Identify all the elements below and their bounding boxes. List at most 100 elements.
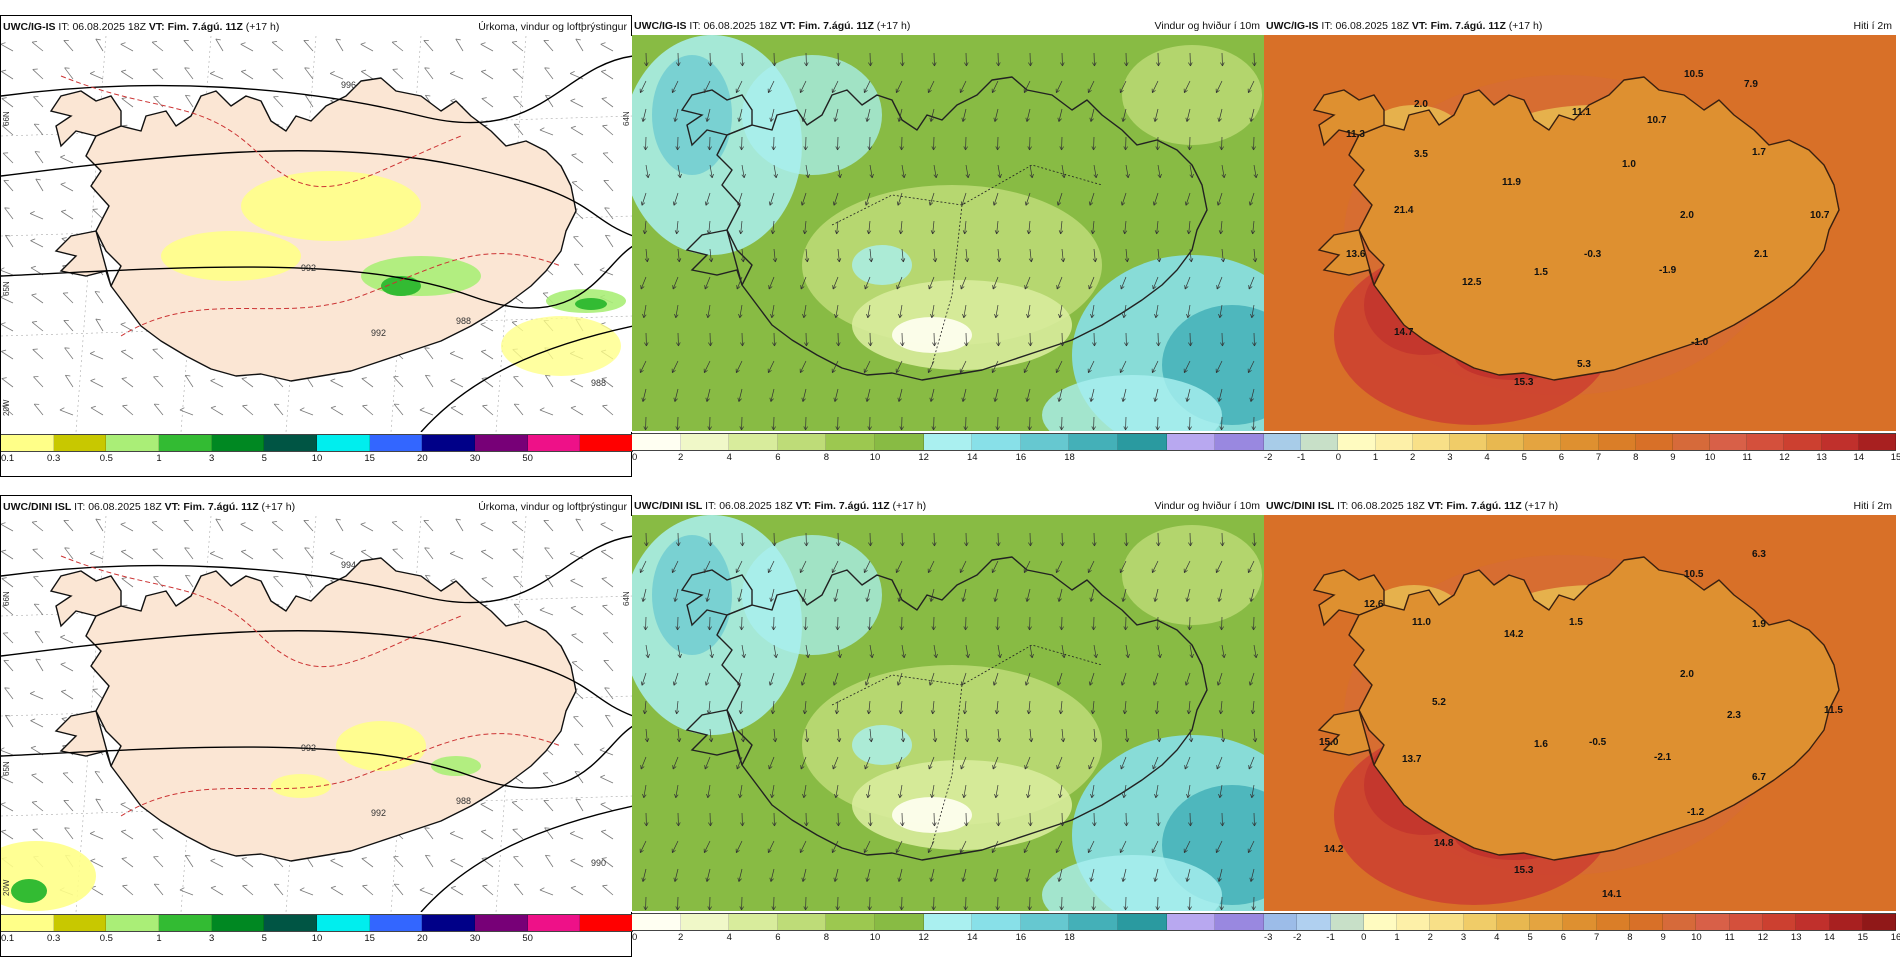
colorbar-swatch [1599, 434, 1636, 450]
colorbar-tick-label: 2 [678, 932, 683, 943]
colorbar-swatch [729, 434, 778, 450]
vt-label: VT: [165, 501, 181, 513]
panel-header: UWC/DINI ISL IT: 06.08.2025 18Z VT: Fim.… [3, 500, 627, 514]
colorbar-tick-label: 12 [1779, 452, 1790, 463]
colorbar-swatch [475, 435, 528, 451]
colorbar-swatch [1710, 434, 1747, 450]
row-dini-isl: UWC/DINI ISL IT: 06.08.2025 18Z VT: Fim.… [0, 495, 1900, 965]
colorbar-tick-label: 0 [1336, 452, 1341, 463]
lat-label: 66N [2, 591, 11, 606]
colorbar-tick-label: 15 [364, 933, 375, 944]
precip-area [575, 298, 607, 310]
colorbar-swatch [1859, 434, 1896, 450]
temp-label: 13.6 [1346, 249, 1366, 260]
colorbar-swatch [1167, 434, 1216, 450]
colorbar-tick-label: 15 [1857, 932, 1868, 943]
colorbar-tick-label: 20 [417, 933, 428, 944]
temp-label: 11.9 [1502, 177, 1521, 188]
temp-panel-top: UWC/IG-IS IT: 06.08.2025 18Z VT: Fim. 7.… [1264, 15, 1896, 477]
colorbar-swatch [1397, 914, 1430, 930]
lead-time: (+17 h) [1525, 500, 1559, 512]
wind-zone [852, 725, 912, 765]
vt-value: Fim. 7.ágú. 11Z [168, 21, 243, 33]
colorbar-tick-label: 2 [678, 452, 683, 463]
colorbar-swatch [972, 914, 1021, 930]
temp-label: 10.5 [1684, 569, 1704, 580]
colorbar-swatch [1264, 434, 1301, 450]
colorbar-tick-label: 1 [156, 453, 161, 464]
it-value: 06.08.2025 18Z [88, 501, 162, 513]
colorbar-swatch [1301, 434, 1338, 450]
it-label: IT: [58, 21, 69, 33]
temp-label: 6.3 [1752, 549, 1766, 560]
colorbar-tick-label: 50 [522, 933, 533, 944]
colorbar-tick-label: 0.5 [100, 453, 113, 464]
colorbar-tick-label: 5 [262, 933, 267, 944]
colorbar-swatch [528, 915, 581, 931]
temp-label: -1.9 [1659, 265, 1677, 276]
colorbar-tick-label: 3 [209, 933, 214, 944]
wind-panel-bottom: UWC/DINI ISL IT: 06.08.2025 18Z VT: Fim.… [632, 495, 1264, 957]
colorbar-swatch [1796, 914, 1829, 930]
colorbar-tick-label: 1 [1394, 932, 1399, 943]
vt-label: VT: [149, 21, 165, 33]
temp-label: -2.1 [1654, 752, 1672, 763]
colorbar-swatch [1530, 914, 1563, 930]
colorbar-tick-label: 50 [522, 453, 533, 464]
colorbar-swatch [1630, 914, 1663, 930]
colorbar-tick-label: 12 [1758, 932, 1769, 943]
colorbar-swatch [317, 915, 370, 931]
precip-colorbar [1, 914, 633, 932]
temp-label: -1.0 [1691, 337, 1709, 348]
colorbar-tick-label: 13 [1791, 932, 1802, 943]
colorbar-swatch [1118, 914, 1167, 930]
colorbar-tick-label: 15 [1891, 452, 1900, 463]
colorbar-swatch [1069, 914, 1118, 930]
colorbar-swatch [317, 435, 370, 451]
wind-zone [892, 797, 972, 833]
it-value: 06.08.2025 18Z [1351, 500, 1425, 512]
colorbar-swatch [1830, 914, 1863, 930]
colorbar-swatch [264, 435, 317, 451]
colorbar-swatch [632, 434, 681, 450]
temp-label: 2.3 [1727, 710, 1741, 721]
colorbar-swatch [1561, 434, 1598, 450]
precip-area [161, 231, 301, 281]
temp-label: 14.2 [1324, 844, 1344, 855]
colorbar-swatch [826, 434, 875, 450]
panel-title: Vindur og hviður í 10m [1155, 19, 1260, 33]
colorbar-tick-label: -3 [1264, 932, 1272, 943]
precip-panel-top: UWC/IG-IS IT: 06.08.2025 18Z VT: Fim. 7.… [0, 15, 632, 477]
temp-label: 5.3 [1577, 359, 1591, 370]
model-name: UWC/DINI ISL [3, 501, 71, 513]
isobar-label: 996 [341, 80, 356, 90]
colorbar-tick-label: 14 [967, 452, 978, 463]
colorbar-swatch [1487, 434, 1524, 450]
colorbar-tick-label: 14 [967, 932, 978, 943]
colorbar-swatch [681, 914, 730, 930]
colorbar-tick-label: -1 [1297, 452, 1305, 463]
colorbar-swatch [106, 915, 159, 931]
vt-value: Fim. 7.ágú. 11Z [799, 20, 874, 32]
precip-colorbar [1, 434, 633, 452]
colorbar-tick-label: 10 [870, 932, 881, 943]
lead-time: (+17 h) [246, 21, 280, 33]
temp-label: 1.0 [1622, 159, 1636, 170]
it-label: IT: [689, 20, 700, 32]
colorbar-swatch [1331, 914, 1364, 930]
it-value: 06.08.2025 18Z [72, 21, 146, 33]
isobar-label: 988 [591, 378, 606, 388]
lat-label: 64N [622, 111, 631, 126]
colorbar-tick-label: 3 [1447, 452, 1452, 463]
temp-label: 6.7 [1752, 772, 1766, 783]
colorbar-swatch [1636, 434, 1673, 450]
it-label: IT: [1321, 20, 1332, 32]
temp-label: 11.1 [1572, 107, 1591, 118]
temp-panel-bottom: UWC/DINI ISL IT: 06.08.2025 18Z VT: Fim.… [1264, 495, 1896, 957]
colorbar-swatch [1364, 914, 1397, 930]
